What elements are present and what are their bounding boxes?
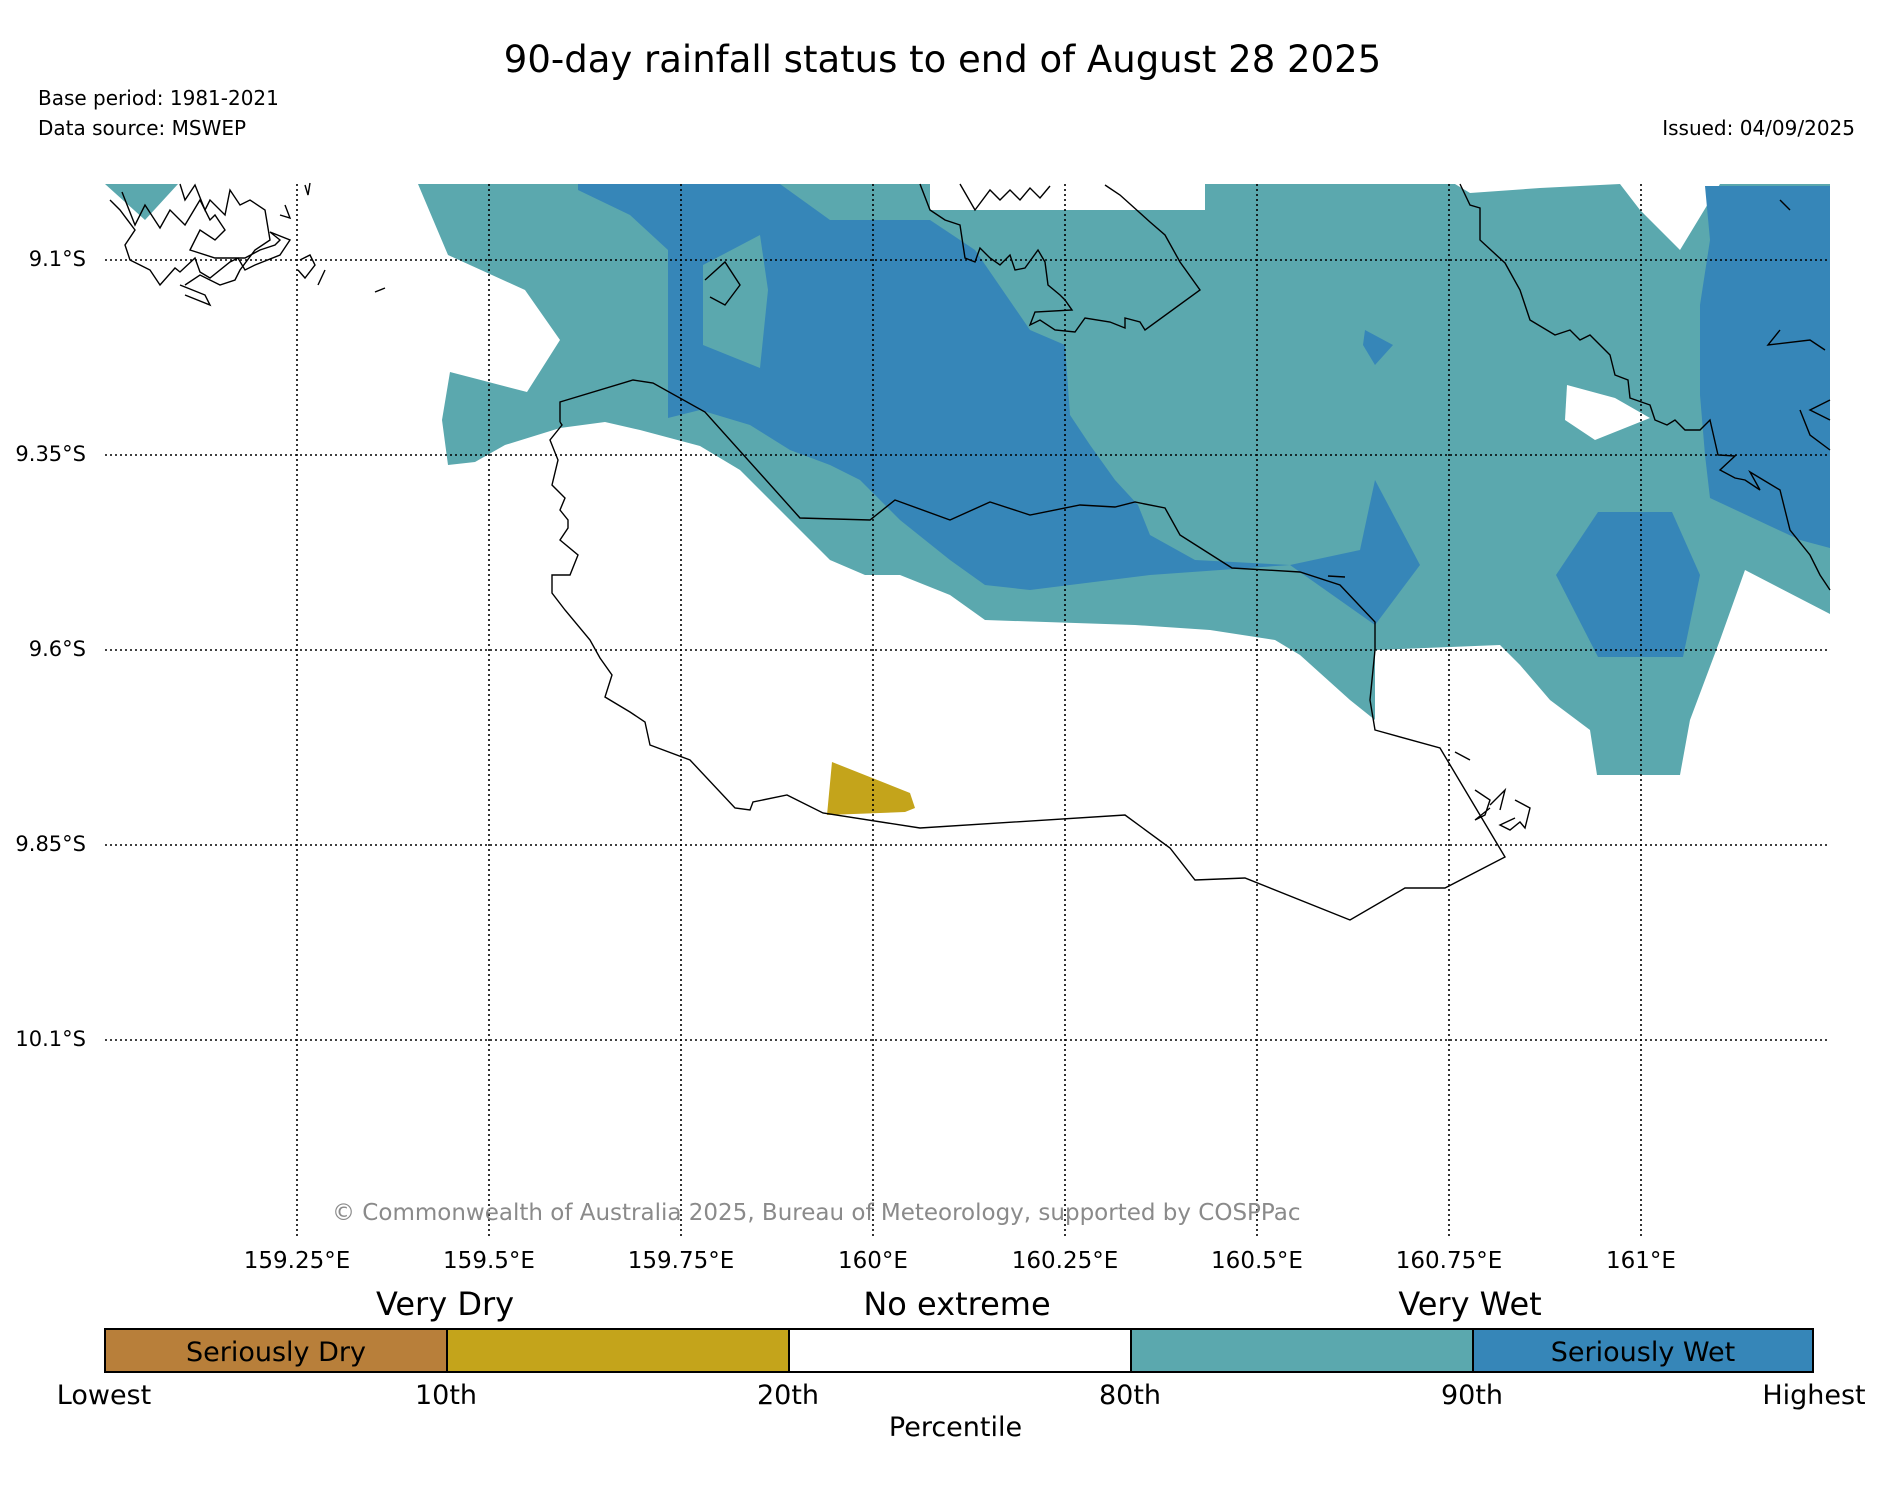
tick-highest: Highest — [1762, 1380, 1866, 1411]
copyright-notice: © Commonwealth of Australia 2025, Bureau… — [332, 1200, 1301, 1226]
no-extreme-inset — [1565, 385, 1650, 440]
legend-category-very-dry: Very Dry — [375, 1285, 515, 1323]
colorbar-no-extreme — [788, 1328, 1132, 1373]
base-period: Base period: 1981-2021 — [38, 86, 279, 110]
colorbar-very-wet — [1130, 1328, 1474, 1373]
tick-90th: 90th — [1440, 1380, 1504, 1411]
legend-category-very-wet: Very Wet — [1398, 1285, 1542, 1323]
lat-label-9-35: 9.35°S — [15, 442, 86, 466]
lat-label-10-1: 10.1°S — [15, 1027, 86, 1051]
lon-label-160-5: 160.5°E — [1211, 1248, 1303, 1274]
graticule — [105, 184, 1830, 1238]
lon-label-159-25: 159.25°E — [243, 1248, 351, 1274]
lat-label-9-1: 9.1°S — [28, 247, 86, 271]
tick-80th: 80th — [1098, 1380, 1162, 1411]
very-dry-region — [827, 762, 915, 815]
tick-10th: 10th — [414, 1380, 478, 1411]
map-title: 90-day rainfall status to end of August … — [503, 38, 1382, 81]
very-wet-inset — [703, 235, 768, 368]
data-source: Data source: MSWEP — [38, 116, 247, 140]
colorbar-very-dry — [446, 1328, 790, 1373]
lon-label-161: 161°E — [1606, 1248, 1676, 1274]
tick-20th: 20th — [756, 1380, 820, 1411]
lat-label-9-6: 9.6°S — [28, 637, 86, 661]
lon-label-159-5: 159.5°E — [443, 1248, 535, 1274]
issued-date: Issued: 04/09/2025 — [1662, 116, 1855, 140]
lat-label-9-85: 9.85°S — [15, 832, 86, 856]
legend-category-no-extreme: No extreme — [863, 1285, 1051, 1323]
colorbar-seriously-wet: Seriously Wet — [1472, 1328, 1814, 1373]
colorbar-label-seriously-dry: Seriously Dry — [186, 1337, 366, 1368]
lon-label-160-75: 160.75°E — [1395, 1248, 1503, 1274]
colorbar-label-seriously-wet: Seriously Wet — [1550, 1337, 1736, 1368]
lon-label-160-25: 160.25°E — [1011, 1248, 1119, 1274]
lon-label-159-75: 159.75°E — [627, 1248, 735, 1274]
tick-lowest: Lowest — [56, 1380, 152, 1411]
coastlines — [109, 182, 1831, 921]
lon-label-160: 160°E — [838, 1248, 908, 1274]
percentile-axis-label: Percentile — [888, 1412, 1023, 1443]
colorbar-seriously-dry: Seriously Dry — [104, 1328, 448, 1373]
